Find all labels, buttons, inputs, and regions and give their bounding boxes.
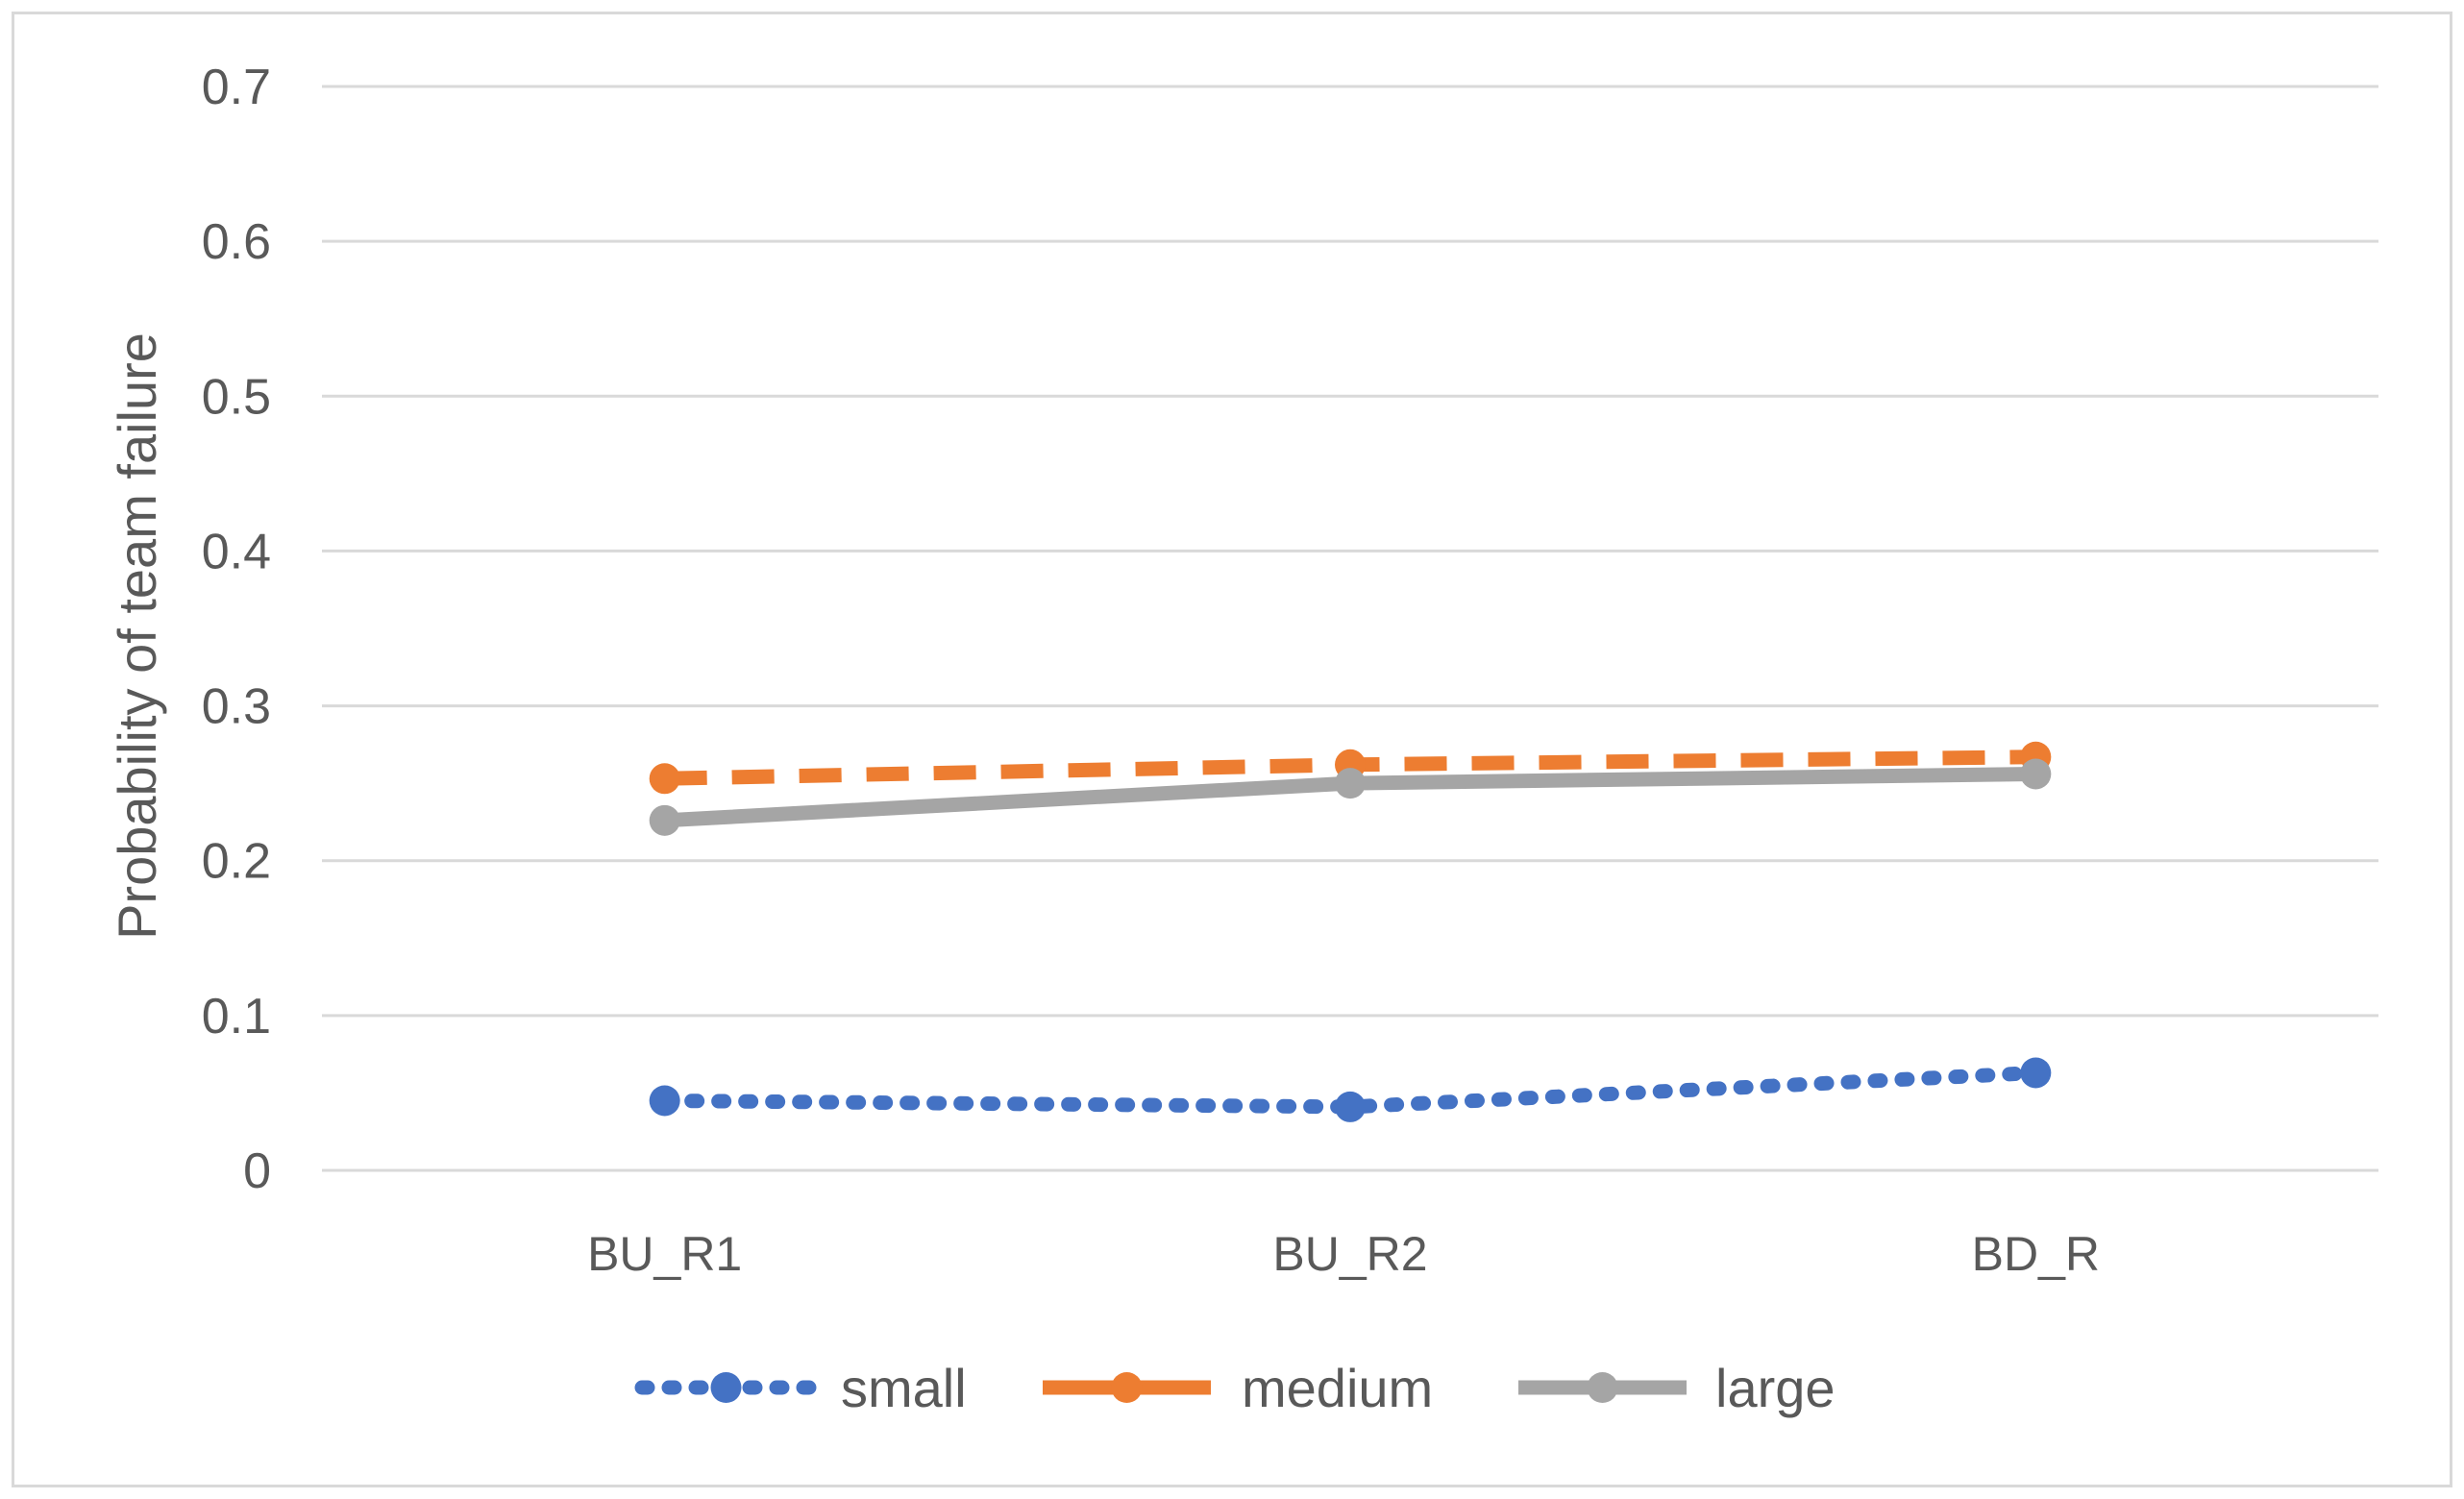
y-tick-label: 0.2 <box>202 834 271 890</box>
y-tick-label: 0.6 <box>202 214 271 270</box>
legend: small medium large <box>634 1358 1836 1418</box>
legend-marker-large <box>1587 1372 1618 1403</box>
data-point-small <box>1335 1091 1366 1122</box>
legend-item-small: small <box>634 1358 967 1418</box>
legend-item-medium: medium <box>1043 1358 1433 1418</box>
legend-label-large: large <box>1715 1358 1836 1418</box>
data-point-small <box>649 1085 680 1117</box>
data-point-medium <box>649 763 680 795</box>
data-point-large <box>1335 768 1366 799</box>
x-category-label: BU_R2 <box>1272 1227 1427 1281</box>
data-point-large <box>649 804 680 836</box>
y-tick-label: 0.4 <box>202 524 271 579</box>
legend-marker-small <box>710 1372 742 1403</box>
x-category-label: BU_R1 <box>587 1227 742 1281</box>
series-large <box>649 758 2052 836</box>
y-tick-label: 0 <box>243 1143 271 1199</box>
y-axis-tick-labels: 0 0.1 0.2 0.3 0.4 0.5 0.6 0.7 <box>202 60 271 1199</box>
legend-marker-medium <box>1111 1372 1143 1403</box>
x-axis-category-labels: BU_R1 BU_R2 BD_R <box>587 1227 2100 1281</box>
legend-label-small: small <box>841 1358 967 1418</box>
x-category-label: BD_R <box>1972 1227 2100 1281</box>
data-point-large <box>2020 758 2052 790</box>
y-tick-label: 0.5 <box>202 369 271 425</box>
gridlines <box>322 85 2378 1172</box>
data-point-small <box>2020 1057 2052 1089</box>
legend-label-medium: medium <box>1242 1358 1433 1418</box>
series-lines <box>649 741 2052 1122</box>
legend-item-large: large <box>1518 1358 1836 1418</box>
y-axis-title: Probability of team failure <box>107 332 167 940</box>
y-tick-label: 0.7 <box>202 60 271 115</box>
y-tick-label: 0.3 <box>202 679 271 735</box>
y-tick-label: 0.1 <box>202 989 271 1044</box>
series-small <box>649 1057 2052 1122</box>
